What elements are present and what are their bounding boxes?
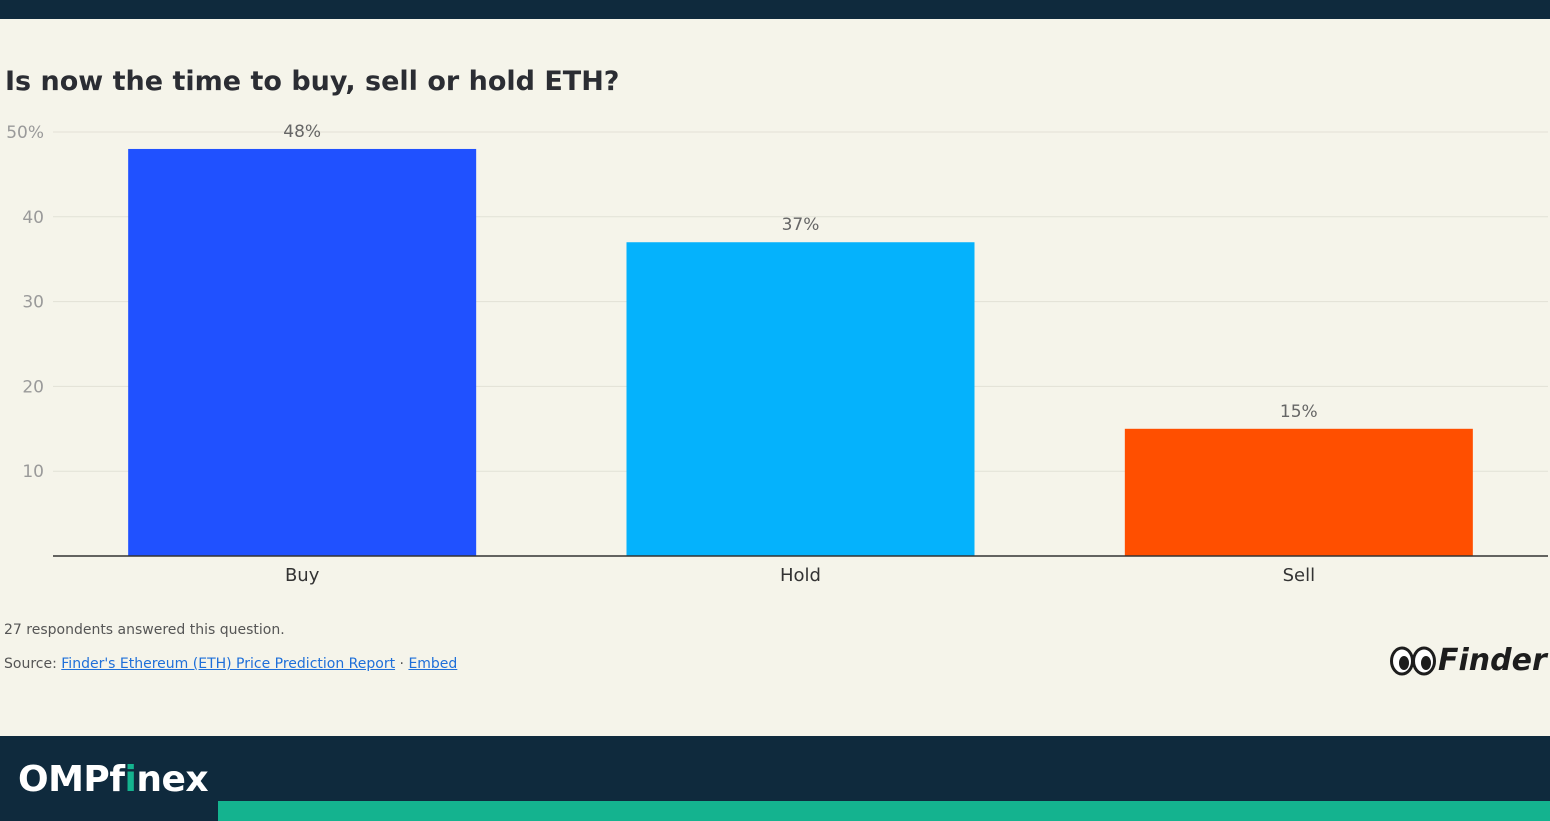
y-tick-label: 40 — [22, 208, 44, 228]
bars — [128, 148, 1473, 557]
x-axis-ticks: Buy Hold Sell — [285, 565, 1315, 586]
data-label: 15% — [1280, 402, 1318, 422]
top-band — [0, 0, 1550, 19]
data-label: 48% — [283, 122, 321, 142]
chart-title: Is now the time to buy, sell or hold ETH… — [5, 66, 620, 97]
x-tick-label: Buy — [285, 565, 320, 586]
y-tick-label: 10 — [22, 462, 44, 482]
bar — [1124, 428, 1473, 556]
finder-logo: Finder — [1390, 644, 1547, 678]
brand-suffix: nex — [136, 759, 209, 800]
embed-link[interactable]: Embed — [408, 656, 458, 672]
y-axis-ticks: 10 20 30 40 50% — [6, 123, 44, 482]
bar-chart: 10 20 30 40 50% 48% 37% 15% Buy Hold Sell — [6, 122, 1548, 586]
finder-eyes-icon — [1390, 646, 1436, 676]
x-tick-label: Hold — [780, 565, 821, 586]
brand-accent: i — [124, 759, 137, 800]
source-separator: · — [395, 656, 409, 672]
ompfinex-logo: OMPfinex — [18, 759, 209, 800]
brand-prefix: OMPf — [18, 759, 125, 800]
y-tick-label: 30 — [22, 293, 44, 313]
data-labels: 48% 37% 15% — [283, 122, 1317, 422]
finder-wordmark: Finder — [1438, 643, 1547, 678]
source-prefix: Source: — [4, 656, 62, 672]
source-report-link[interactable]: Finder's Ethereum (ETH) Price Prediction… — [61, 656, 396, 672]
y-tick-label: 20 — [22, 377, 44, 397]
data-label: 37% — [782, 215, 820, 235]
x-tick-label: Sell — [1283, 565, 1316, 586]
bottom-accent-stripe — [218, 801, 1550, 821]
source-line: Source: Finder's Ethereum (ETH) Price Pr… — [4, 656, 457, 672]
bar — [626, 242, 975, 557]
respondents-note: 27 respondents answered this question. — [4, 622, 285, 638]
bar — [128, 148, 477, 556]
y-tick-label: 50% — [6, 123, 44, 143]
